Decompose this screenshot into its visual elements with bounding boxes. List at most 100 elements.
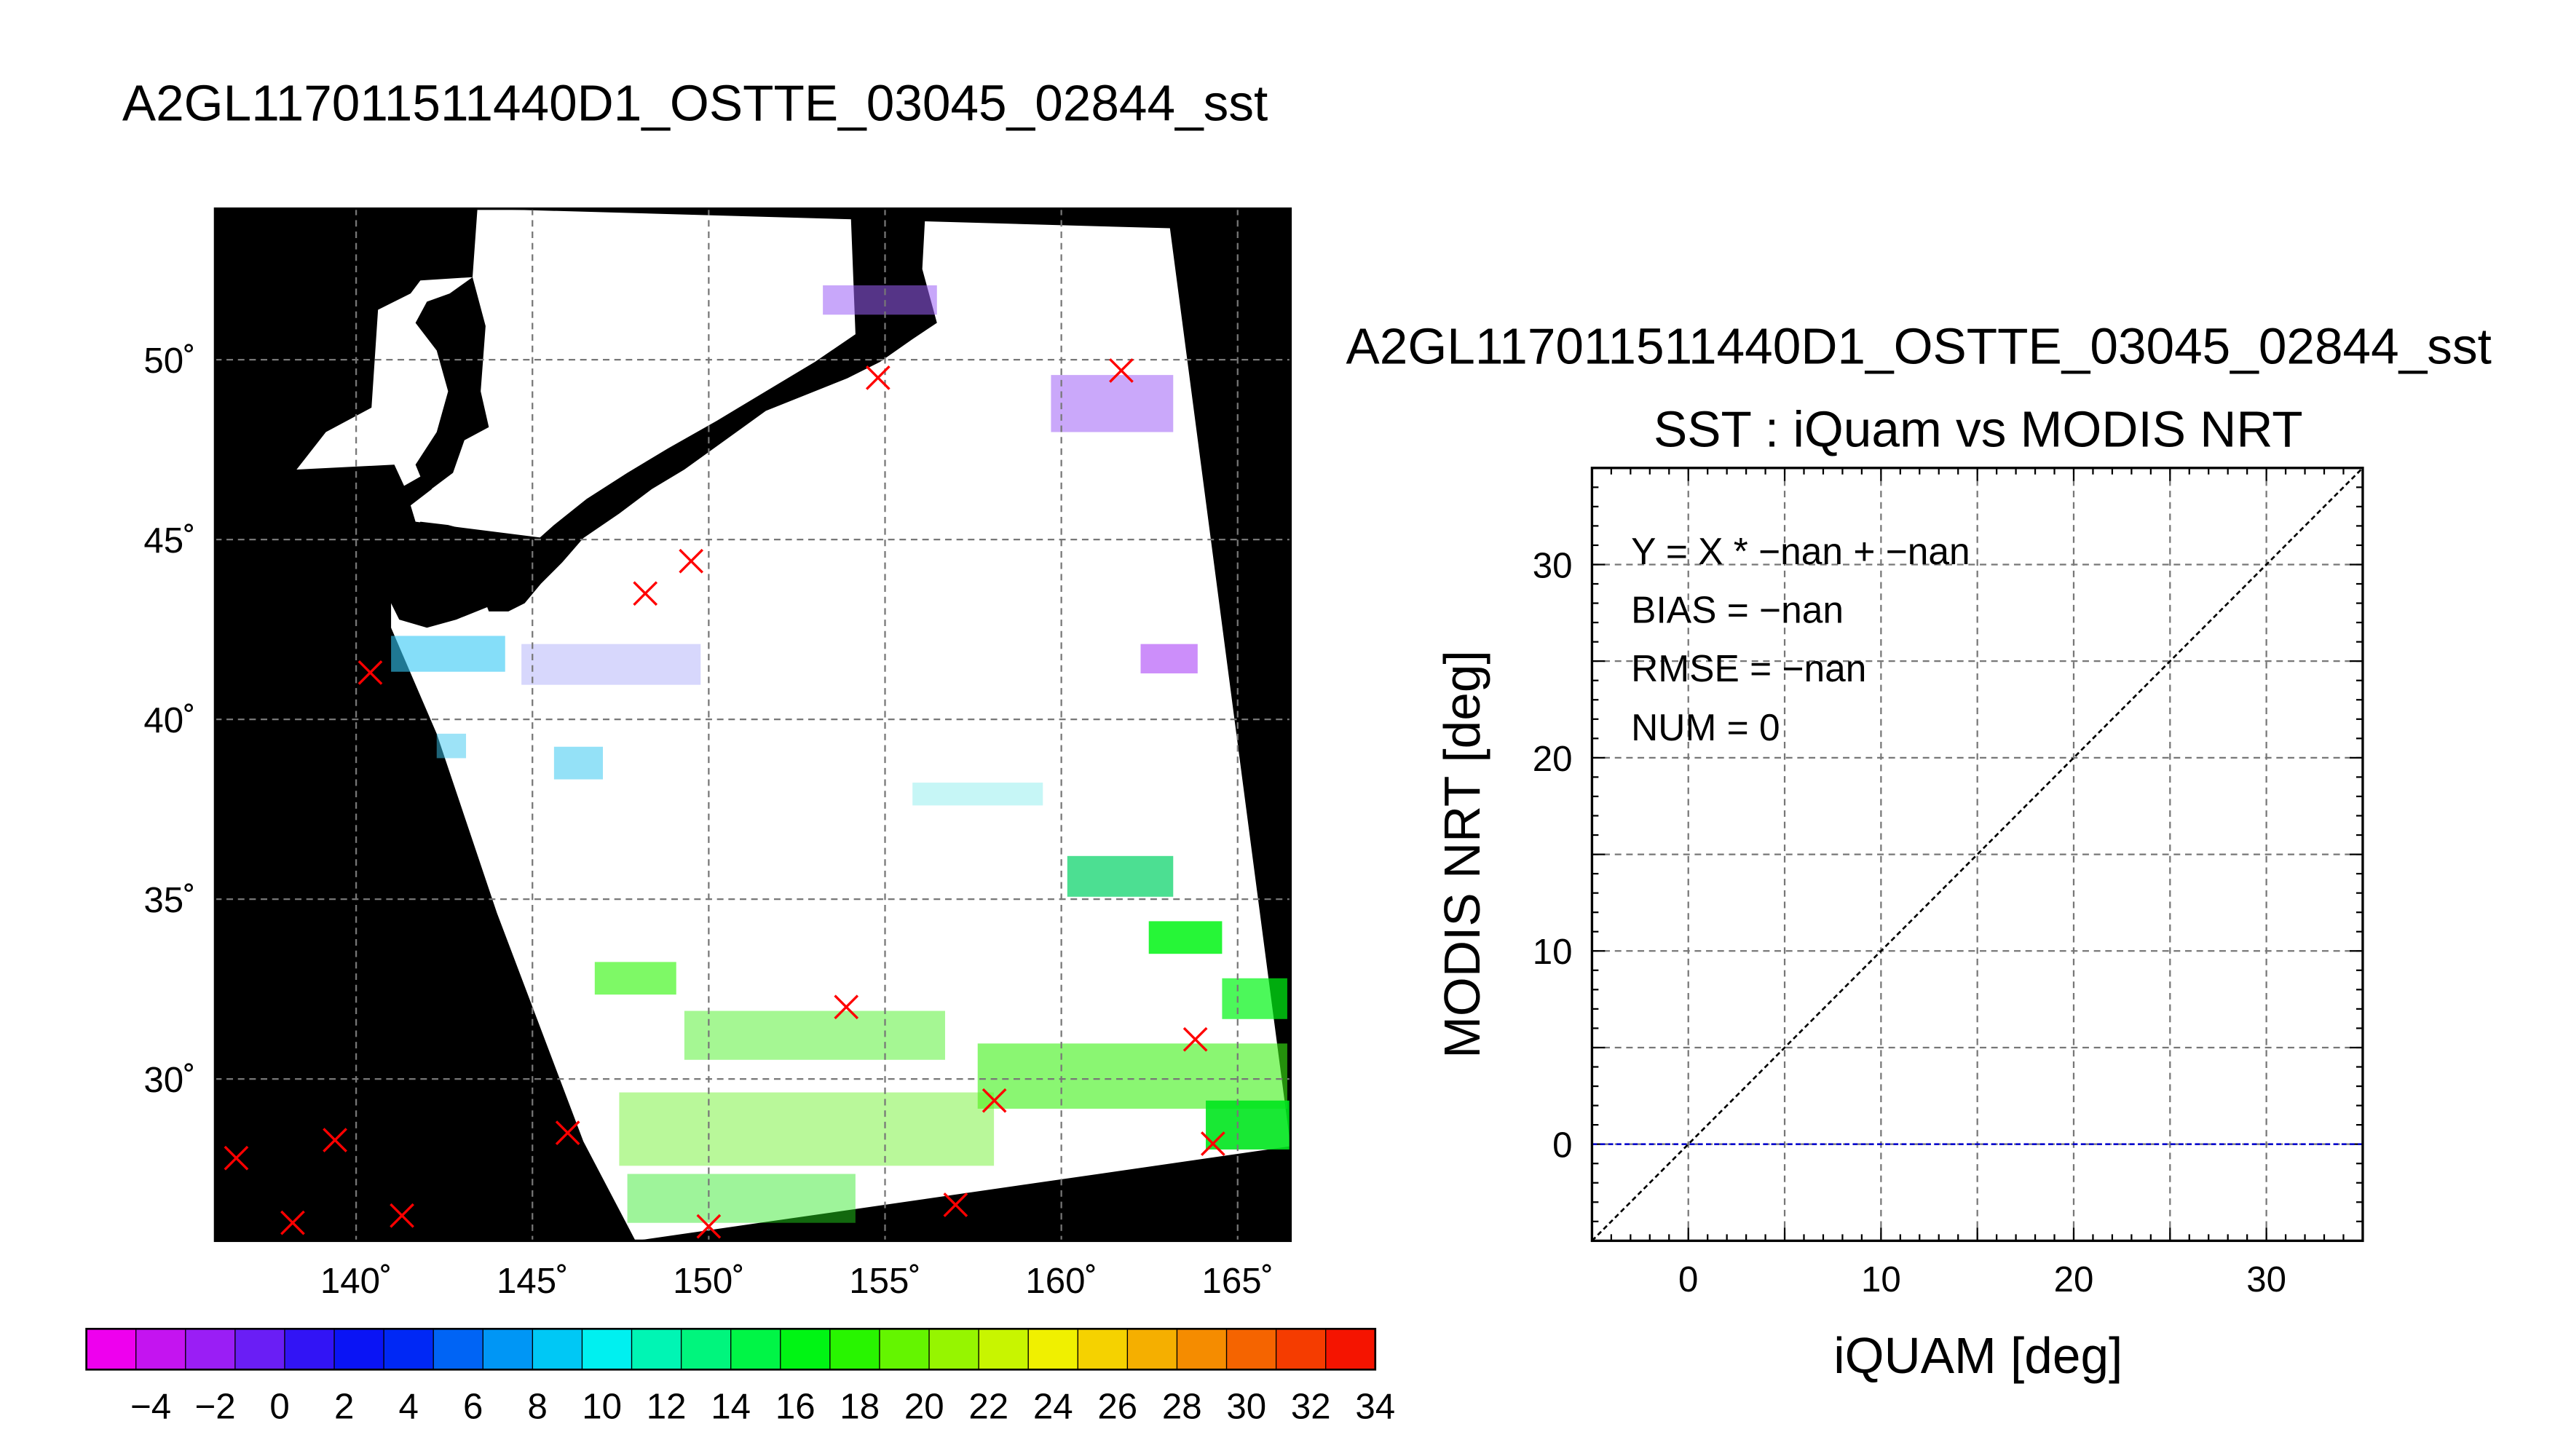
colorbar-tick-label: 6 — [463, 1386, 483, 1426]
land-bay — [391, 521, 530, 628]
lat-tick-label: 35˚ — [143, 880, 195, 920]
lon-tick-label: 145˚ — [497, 1261, 569, 1301]
colorbar-tick-label: 34 — [1355, 1386, 1395, 1426]
colorbar-cell — [730, 1329, 781, 1370]
sst-patch — [594, 962, 676, 995]
colorbar-cell — [1325, 1329, 1376, 1370]
left-title: A2GL117011511440D1_OSTTE_03045_02844_sst — [122, 75, 1268, 132]
colorbar-cell — [1276, 1329, 1327, 1370]
right-title: A2GL117011511440D1_OSTTE_03045_02844_sst — [1346, 317, 2491, 374]
sst-patch — [912, 783, 1043, 806]
colorbar-tick-label: 10 — [582, 1386, 622, 1426]
land-island — [415, 277, 489, 493]
colorbar-cell — [433, 1329, 484, 1370]
colorbar-cell — [829, 1329, 881, 1370]
colorbar-cell — [681, 1329, 732, 1370]
y-tick-label: 20 — [1533, 739, 1573, 779]
colorbar-tick-label: 24 — [1033, 1386, 1073, 1426]
lon-tick-label: 165˚ — [1201, 1261, 1273, 1301]
lat-tick-label: 40˚ — [143, 700, 195, 740]
colorbar-cell — [185, 1329, 236, 1370]
sst-patch — [684, 1010, 945, 1060]
lat-tick-label: 50˚ — [143, 341, 195, 381]
sst-patch — [553, 746, 604, 780]
map-tick-labels: 140˚ 145˚ 150˚ 155˚ 160˚ 165˚ 30˚ 35˚ 40˚ 45˚ 50˚ — [143, 341, 1273, 1301]
lon-tick-label: 155˚ — [849, 1261, 921, 1301]
scatter-panel: 0 10 20 30 0 10 20 30 Y = X * −nan + −nan BIAS =… — [1434, 467, 2364, 1384]
sst-patch — [1206, 1100, 1291, 1150]
colorbar-cell — [234, 1329, 286, 1370]
observation-marker — [679, 548, 704, 574]
map-panel: 140˚ 145˚ 150˚ 155˚ 160˚ 165˚ 30˚ 35˚ 40˚ 45˚ 50˚ — [143, 207, 1292, 1301]
map-frame — [213, 207, 1292, 1243]
sst-patch — [619, 1092, 995, 1166]
colorbar-cell — [979, 1329, 1030, 1370]
lat-tick-label: 45˚ — [143, 521, 195, 561]
observation-marker — [1201, 1131, 1225, 1156]
colorbar-cell — [532, 1329, 583, 1370]
colorbar-cell — [631, 1329, 682, 1370]
lon-tick-label: 140˚ — [320, 1261, 392, 1301]
observation-marker — [1182, 1026, 1208, 1052]
scatter-frame — [1590, 467, 2364, 1243]
colorbar-tick-label: 8 — [527, 1386, 547, 1426]
map-markers — [224, 358, 1225, 1239]
colorbar-tick-label: 12 — [647, 1386, 687, 1426]
scatter-lines — [1591, 467, 2364, 1242]
swath-area — [296, 208, 1291, 1241]
y-tick-label: 10 — [1533, 932, 1573, 972]
sst-patch — [521, 644, 701, 685]
lat-tick-label: 30˚ — [143, 1060, 195, 1100]
colorbar-tick-label: −2 — [195, 1386, 236, 1426]
colorbar-cell — [879, 1329, 931, 1370]
colorbar-tick-label: 28 — [1162, 1386, 1202, 1426]
sst-patch — [1222, 978, 1287, 1019]
land-peninsula — [481, 208, 937, 612]
observation-marker — [865, 365, 891, 390]
colorbar-tick-label: 22 — [968, 1386, 1008, 1426]
colorbar: −4 −2 0 2 4 6 8 10 12 14 16 18 20 22 24 26 28 30 32 34 — [85, 1327, 1395, 1426]
x-tick-label: 0 — [1678, 1259, 1698, 1299]
lon-tick-label: 150˚ — [673, 1261, 745, 1301]
colorbar-cell — [483, 1329, 534, 1370]
colorbar-cell — [284, 1329, 336, 1370]
sst-data-patches — [391, 285, 1291, 1223]
colorbar-frame — [85, 1327, 1377, 1371]
sst-patch — [436, 733, 467, 759]
colorbar-cell — [86, 1329, 137, 1370]
colorbar-tick-label: −4 — [130, 1386, 171, 1426]
sst-patch — [1067, 855, 1174, 897]
colorbar-cell — [1078, 1329, 1129, 1370]
colorbar-tick-label: 0 — [269, 1386, 289, 1426]
lon-tick-label: 160˚ — [1025, 1261, 1097, 1301]
observation-marker — [224, 1145, 249, 1171]
observation-marker — [390, 1203, 414, 1228]
x-axis-label: iQUAM [deg] — [1833, 1327, 2122, 1384]
observation-marker — [982, 1088, 1007, 1113]
one-to-one-line — [1591, 467, 2364, 1242]
observation-marker — [358, 660, 383, 685]
colorbar-cell — [334, 1329, 385, 1370]
colorbar-tick-label: 2 — [334, 1386, 354, 1426]
sst-patch — [1148, 921, 1223, 954]
y-tick-label: 0 — [1552, 1125, 1572, 1166]
colorbar-tick-label: 32 — [1291, 1386, 1331, 1426]
sst-patch — [823, 285, 937, 315]
scatter-title: SST : iQuam vs MODIS NRT — [1654, 401, 2303, 458]
observation-marker — [633, 581, 658, 606]
observation-marker — [834, 994, 859, 1020]
sst-patch — [627, 1174, 856, 1223]
scatter-tick-labels: 0 10 20 30 0 10 20 30 — [1533, 545, 2286, 1299]
map-gridlines — [215, 208, 1291, 1241]
scatter-stats: Y = X * −nan + −nan BIAS = −nan RMSE = −na… — [1631, 530, 1970, 748]
colorbar-cell — [384, 1329, 435, 1370]
colorbar-tick-label: 18 — [840, 1386, 880, 1426]
stat-line: NUM = 0 — [1631, 706, 1780, 748]
x-tick-label: 10 — [1861, 1259, 1901, 1299]
sst-patch — [977, 1043, 1287, 1109]
sst-patch — [391, 636, 505, 672]
sst-patch — [1140, 644, 1198, 673]
colorbar-cell — [780, 1329, 831, 1370]
y-tick-label: 30 — [1533, 545, 1573, 585]
